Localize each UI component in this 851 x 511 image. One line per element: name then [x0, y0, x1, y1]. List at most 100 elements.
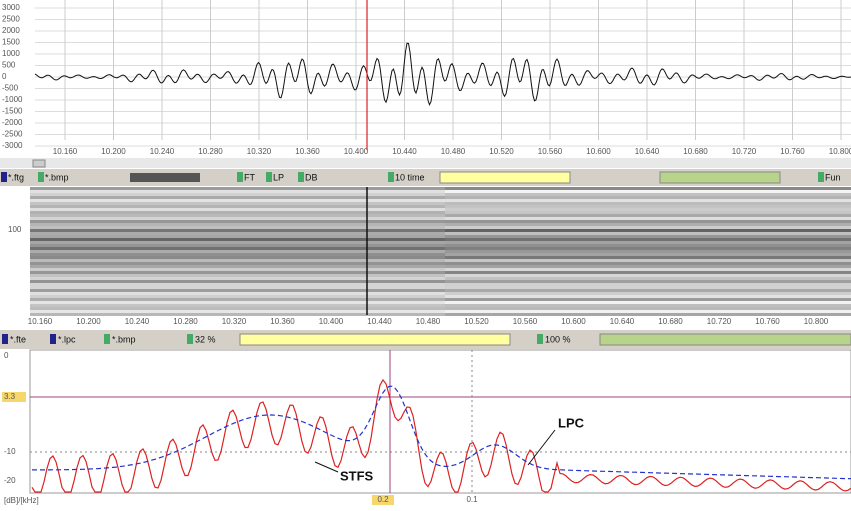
x-tick-label: 10.200 — [76, 317, 101, 326]
toolbar-icon[interactable] — [266, 172, 272, 182]
y-tick-label: 3.3 — [4, 392, 16, 401]
spectrogram-stripe — [445, 199, 851, 202]
spectrogram-stripe — [30, 271, 445, 274]
x-tick-label: 10.480 — [441, 147, 466, 156]
spectrogram-stripe — [445, 256, 851, 259]
x-tick-label: 10.400 — [344, 147, 369, 156]
toolbar-label[interactable]: FT — [244, 172, 255, 182]
y-tick-label: -2000 — [2, 118, 23, 127]
slider[interactable] — [659, 171, 781, 184]
toolbar-label[interactable]: *.bmp — [112, 334, 136, 344]
x-tick-label: 10.280 — [173, 317, 198, 326]
spectrum-panel — [29, 349, 851, 494]
slider[interactable] — [599, 333, 851, 346]
spectrogram-stripe — [30, 292, 445, 295]
spectrogram-stripe — [445, 190, 851, 193]
toolbar-label[interactable]: DB — [305, 172, 318, 182]
spectrogram-stripe — [445, 274, 851, 277]
spectrogram-stripe — [445, 232, 851, 235]
toolbar-icon[interactable] — [537, 334, 543, 344]
toolbar-label[interactable]: 100 % — [545, 334, 571, 344]
lpc-curve — [32, 385, 851, 480]
toolbar-label[interactable]: *.bmp — [45, 172, 69, 182]
x-tick-label: 10.400 — [319, 317, 344, 326]
spectrogram-stripe — [30, 199, 445, 202]
y-tick-label: -3000 — [2, 141, 23, 150]
y-tick-label: 1000 — [2, 49, 20, 58]
x-tick-label: 0.2 — [377, 495, 389, 504]
toolbar-icon[interactable] — [38, 172, 44, 182]
spectrogram-stripe — [30, 256, 445, 259]
x-tick-label: 10.600 — [561, 317, 586, 326]
x-tick-label: 10.720 — [707, 317, 732, 326]
x-tick-label: 10.800 — [804, 317, 829, 326]
toolbar-1 — [0, 169, 851, 186]
spectrogram-stripe — [30, 262, 445, 265]
spectrogram-stripe — [30, 187, 445, 190]
toolbar-icon[interactable] — [818, 172, 824, 182]
spectrogram-stripe — [30, 205, 445, 208]
x-tick-label: 10.720 — [732, 147, 757, 156]
y-tick-label: 2000 — [2, 26, 20, 35]
waveform-trace — [34, 42, 851, 107]
spectrogram-stripe — [30, 247, 445, 250]
toolbar-icon[interactable] — [388, 172, 394, 182]
spectrogram-stripe — [445, 208, 851, 211]
x-tick-label: 10.680 — [658, 317, 683, 326]
x-tick-label: 10.640 — [635, 147, 660, 156]
toolbar-label[interactable]: *.fte — [10, 334, 26, 344]
y-tick-label: 2500 — [2, 15, 20, 24]
spectrogram-stripe — [30, 283, 445, 286]
x-tick-label: 10.520 — [489, 147, 514, 156]
spectrogram-stripe — [445, 196, 851, 199]
y-tick-label: -500 — [2, 84, 19, 93]
spectrogram-stripe — [30, 307, 445, 310]
stfs-curve — [31, 378, 851, 493]
spectrogram-stripe — [445, 313, 851, 316]
spectrogram-stripe — [30, 259, 445, 262]
spectrogram-stripe — [445, 295, 851, 298]
x-tick-label: 10.360 — [295, 147, 320, 156]
toolbar-icon[interactable] — [237, 172, 243, 182]
y-tick-label: 100 — [8, 225, 22, 234]
spectrogram-stripe — [30, 298, 445, 301]
spectrogram-stripe — [445, 307, 851, 310]
spectrogram-stripe — [445, 193, 851, 196]
toolbar-label[interactable]: 10 time — [395, 172, 425, 182]
spectrogram-stripe — [30, 244, 445, 247]
scroll-button[interactable] — [32, 159, 46, 168]
scrollbar[interactable] — [0, 158, 851, 168]
toolbar-icon[interactable] — [2, 334, 8, 344]
slider[interactable] — [239, 333, 511, 346]
spectrogram-stripe — [445, 214, 851, 217]
spectrogram-stripe — [445, 301, 851, 304]
toolbar-icon[interactable] — [298, 172, 304, 182]
x-tick-label: 10.280 — [198, 147, 223, 156]
slider[interactable] — [439, 171, 571, 184]
spectrogram-stripe — [30, 223, 445, 226]
spectrogram-stripe — [30, 277, 445, 280]
toolbar-icon[interactable] — [50, 334, 56, 344]
x-tick-label: 10.320 — [247, 147, 272, 156]
spectrogram-stripe — [30, 196, 445, 199]
toolbar-icon[interactable] — [187, 334, 193, 344]
spectrogram-stripe — [30, 190, 445, 193]
toolbar-icon[interactable] — [1, 172, 7, 182]
x-tick-label: 10.560 — [513, 317, 538, 326]
spectrogram-stripe — [30, 235, 445, 238]
toolbar-icon[interactable] — [104, 334, 110, 344]
spectrogram-stripe — [445, 244, 851, 247]
toolbar-label[interactable]: *.lpc — [58, 334, 76, 344]
spectrogram-stripe — [445, 304, 851, 307]
toolbar-label[interactable]: LP — [273, 172, 284, 182]
x-tick-label: 10.760 — [755, 317, 780, 326]
spectrogram-stripe — [445, 217, 851, 220]
spectrogram-stripe — [445, 289, 851, 292]
toolbar-label[interactable]: 32 % — [195, 334, 216, 344]
toolbar-label[interactable]: *.ftg — [8, 172, 24, 182]
spectrogram-stripe — [30, 310, 445, 313]
toolbar-label[interactable]: Fun — [825, 172, 841, 182]
spectrogram-stripe — [30, 253, 445, 256]
spectrogram-stripe — [30, 304, 445, 307]
y-tick-label: -1500 — [2, 107, 23, 116]
